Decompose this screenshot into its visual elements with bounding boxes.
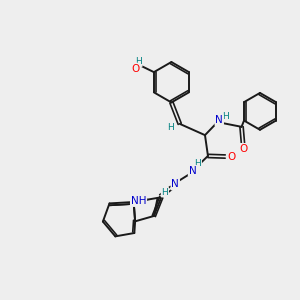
Text: N: N xyxy=(189,166,196,176)
Text: NH: NH xyxy=(131,196,146,206)
Text: N: N xyxy=(215,115,223,125)
Text: N: N xyxy=(171,179,179,190)
Text: H: H xyxy=(222,112,229,121)
Text: H: H xyxy=(167,123,174,132)
Text: O: O xyxy=(227,152,235,161)
Text: H: H xyxy=(194,159,201,168)
Text: O: O xyxy=(239,144,248,154)
Text: O: O xyxy=(131,64,140,74)
Text: H: H xyxy=(161,188,168,197)
Text: H: H xyxy=(135,57,142,66)
